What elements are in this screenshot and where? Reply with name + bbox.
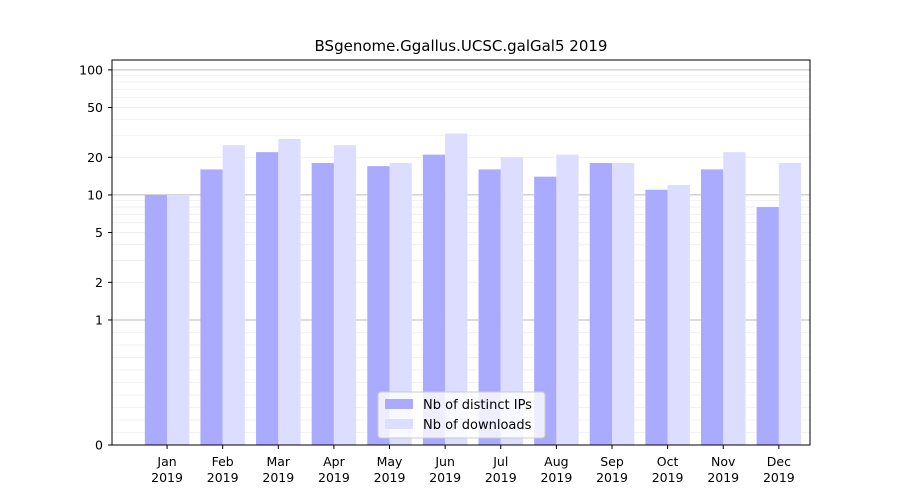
legend: Nb of distinct IPs Nb of downloads: [377, 391, 546, 439]
bar-distinct-ips: [700, 169, 724, 445]
y-tick-label: 10: [87, 187, 103, 202]
y-tick-label: 20: [87, 150, 103, 165]
x-tick-label-year: 2019: [374, 470, 406, 485]
bar-downloads: [612, 163, 635, 445]
x-tick-label-month: Jul: [492, 454, 508, 469]
x-tick-label-month: Aug: [544, 454, 568, 469]
x-tick-label-year: 2019: [262, 470, 294, 485]
x-tick-label-year: 2019: [318, 470, 350, 485]
legend-label: Nb of distinct IPs: [423, 398, 532, 413]
bar-downloads: [389, 163, 412, 445]
x-tick-label-year: 2019: [652, 470, 684, 485]
legend-swatch: [385, 419, 413, 429]
bar-distinct-ips: [756, 207, 779, 445]
x-tick-label-year: 2019: [429, 470, 461, 485]
bar-downloads: [278, 139, 301, 445]
x-tick-label-year: 2019: [207, 470, 239, 485]
y-tick-label: 1: [95, 312, 103, 327]
bar-distinct-ips: [422, 154, 446, 446]
bar-downloads: [222, 145, 245, 445]
bar-distinct-ips: [311, 163, 334, 445]
x-tick-label-month: Oct: [657, 454, 679, 469]
x-tick-label-month: Apr: [323, 454, 345, 469]
bar-downloads: [333, 145, 357, 445]
x-tick-label-year: 2019: [763, 470, 795, 485]
bar-distinct-ips: [589, 163, 613, 445]
x-tick-label-month: Sep: [600, 454, 624, 469]
x-tick-label-month: May: [377, 454, 403, 469]
x-tick-label-year: 2019: [485, 470, 517, 485]
y-tick-label: 5: [95, 225, 103, 240]
bar-distinct-ips: [200, 169, 223, 445]
x-tick-label-month: Dec: [767, 454, 791, 469]
bar-distinct-ips: [478, 169, 501, 445]
x-tick-label-year: 2019: [596, 470, 628, 485]
bars-layer: [144, 133, 802, 446]
legend-label: Nb of downloads: [423, 418, 532, 433]
axis-layer: 0125102050100Jan2019Feb2019Mar2019Apr201…: [79, 59, 811, 485]
x-tick-label-month: Jun: [434, 454, 455, 469]
x-tick-label-year: 2019: [151, 470, 183, 485]
bar-distinct-ips: [256, 152, 279, 445]
x-tick-label-month: Feb: [212, 454, 234, 469]
y-tick-label: 50: [87, 100, 103, 115]
bar-distinct-ips: [144, 194, 168, 445]
bar-downloads: [445, 133, 468, 445]
x-tick-label-year: 2019: [540, 470, 572, 485]
y-tick-label: 100: [79, 62, 103, 77]
x-tick-label-month: Jan: [156, 454, 176, 469]
bar-distinct-ips: [367, 166, 390, 445]
y-tick-label: 2: [95, 275, 103, 290]
bar-downloads: [723, 152, 746, 445]
bar-downloads: [556, 154, 579, 446]
legend-swatch: [385, 399, 413, 409]
plot-frame: [111, 59, 811, 446]
y-tick-label: 0: [95, 438, 103, 453]
x-tick-label-month: Nov: [711, 454, 736, 469]
legend-box: [377, 391, 546, 439]
x-tick-label-year: 2019: [707, 470, 739, 485]
chart-title: BSgenome.Ggallus.UCSC.galGal5 2019: [315, 37, 608, 55]
x-tick-label-month: Mar: [266, 454, 290, 469]
bar-downloads: [667, 185, 690, 445]
bar-distinct-ips: [645, 189, 668, 445]
bar-downloads: [167, 194, 190, 445]
bar-downloads: [500, 157, 524, 445]
bar-distinct-ips: [534, 176, 557, 445]
bar-downloads: [778, 163, 802, 445]
